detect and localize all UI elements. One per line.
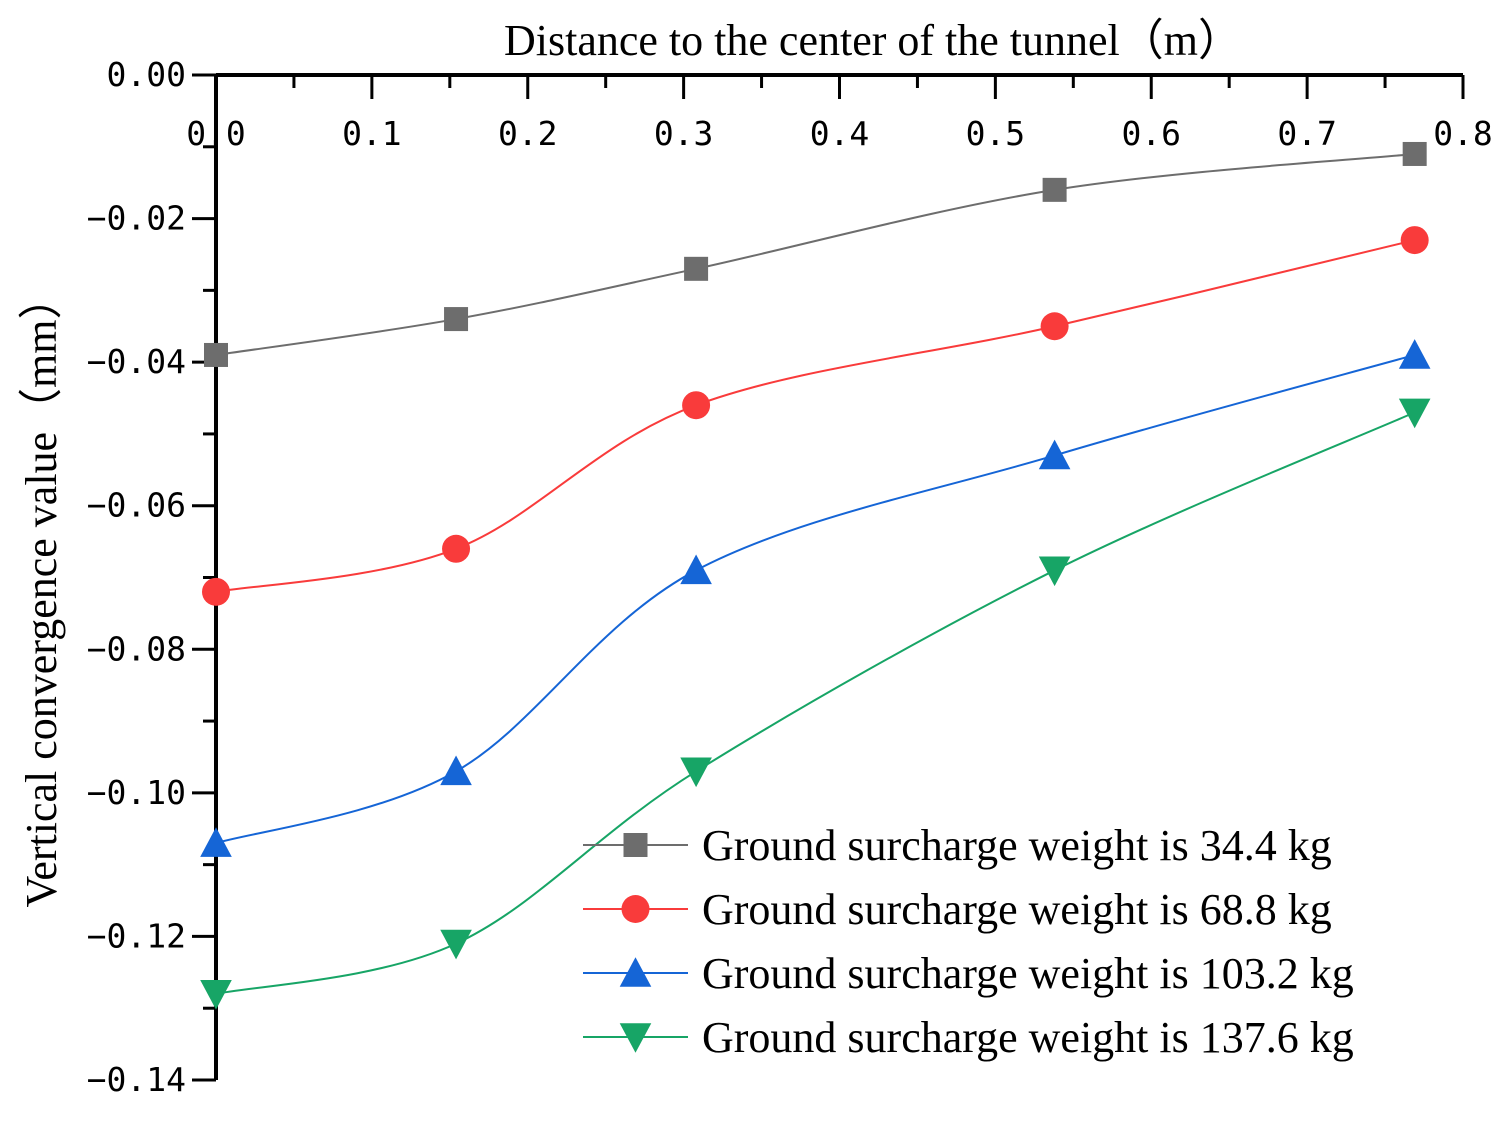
x-tick-label: 0.7 <box>1277 114 1337 153</box>
data-point <box>442 534 471 563</box>
series-1 <box>204 141 1427 367</box>
legend-marker <box>621 895 650 923</box>
legend-label: Ground surcharge weight is 68.8 kg <box>702 885 1332 934</box>
data-point <box>680 757 712 788</box>
legend-item: Ground surcharge weight is 103.2 kg <box>583 949 1354 998</box>
data-point <box>682 391 711 420</box>
x-tick-label: 0.5 <box>966 114 1026 153</box>
legend-label: Ground surcharge weight is 103.2 kg <box>702 949 1354 998</box>
data-point <box>204 342 228 367</box>
x-tick-label: 0.2 <box>498 114 558 153</box>
legend-label: Ground surcharge weight is 137.6 kg <box>702 1013 1354 1062</box>
y-tick-label: 0.00 <box>107 55 186 94</box>
data-point <box>1398 339 1431 369</box>
series-4 <box>200 398 1431 1010</box>
series-3 <box>200 339 1431 857</box>
legend-marker <box>619 957 652 987</box>
y-tick-label: −0.02 <box>87 199 186 238</box>
legend-item: Ground surcharge weight is 137.6 kg <box>583 1013 1354 1062</box>
series-2 <box>202 226 1429 606</box>
y-tick-label: −0.06 <box>87 486 186 525</box>
data-point <box>680 554 712 585</box>
data-point <box>1400 226 1429 255</box>
y-tick-label: −0.08 <box>87 629 186 668</box>
x-tick-label: 0.1 <box>342 114 402 153</box>
data-point <box>200 827 232 857</box>
series-layer <box>200 141 1431 1010</box>
x-tick-label: 0.8 <box>1433 114 1493 153</box>
x-tick-label: 0.3 <box>654 114 714 153</box>
data-point <box>440 929 472 960</box>
legend-marker <box>619 1023 652 1053</box>
x-tick-label: 0.4 <box>810 114 870 153</box>
series-line <box>215 411 1416 995</box>
legend-label: Ground surcharge weight is 34.4 kg <box>702 821 1332 870</box>
data-point <box>440 755 472 786</box>
axes: 0.0 0.1 0.2 0.3 0.4 0.5 0.6 0.7 0.80.00−0.02−0.0… <box>87 55 1493 1099</box>
series-line <box>215 354 1415 845</box>
series-line <box>215 152 1415 356</box>
legend-marker <box>623 833 648 857</box>
y-tick-label: −0.10 <box>87 773 186 812</box>
data-point <box>1398 398 1431 429</box>
legend: Ground surcharge weight is 34.4 kg Ground… <box>583 821 1354 1062</box>
y-tick-label: −0.14 <box>87 1060 186 1099</box>
legend-item: Ground surcharge weight is 68.8 kg <box>583 885 1332 934</box>
data-point <box>444 307 469 332</box>
data-point <box>1038 439 1071 470</box>
data-point <box>1040 312 1069 341</box>
series-line <box>215 239 1415 593</box>
x-tick-label: 0.6 <box>1121 114 1181 153</box>
data-point <box>1038 556 1071 587</box>
y-tick-label: −0.04 <box>87 342 186 381</box>
data-point <box>1042 177 1067 202</box>
x-axis-title: Distance to the center of the tunnel（m） <box>504 16 1242 65</box>
y-axis-title: Vertical convergence value（mm） <box>17 275 66 907</box>
legend-item: Ground surcharge weight is 34.4 kg <box>583 821 1332 870</box>
data-point <box>200 980 232 1010</box>
data-point <box>684 256 709 281</box>
y-tick-label: −0.12 <box>87 916 186 955</box>
data-point <box>202 577 230 606</box>
data-point <box>1402 141 1427 166</box>
